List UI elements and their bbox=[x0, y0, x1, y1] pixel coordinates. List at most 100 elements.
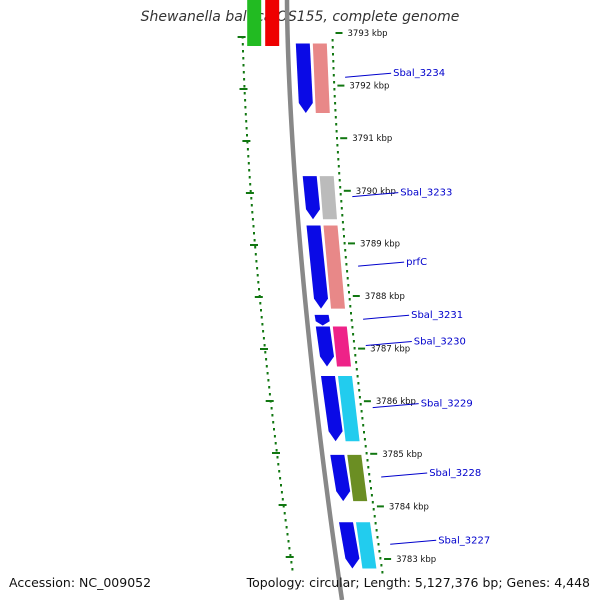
skew-dot bbox=[338, 179, 341, 182]
skew-dot bbox=[263, 344, 266, 347]
skew-dot bbox=[254, 246, 257, 249]
skew-dot bbox=[243, 92, 246, 95]
skew-dot bbox=[260, 309, 262, 312]
skew-dot bbox=[253, 232, 255, 235]
skew-dot bbox=[246, 141, 249, 144]
skew-dash bbox=[250, 244, 258, 246]
skew-dash bbox=[242, 140, 251, 142]
reverse-cog-box bbox=[247, 0, 262, 46]
gene-arrow bbox=[339, 522, 360, 569]
skew-dot bbox=[333, 95, 336, 98]
gene-label-text: prfC bbox=[406, 257, 427, 268]
forward-strand-track bbox=[295, 43, 377, 569]
skew-dot bbox=[248, 169, 251, 172]
skew-dot bbox=[363, 438, 366, 441]
skew-dot bbox=[367, 466, 370, 469]
skew-dot bbox=[284, 519, 287, 522]
skew-dot bbox=[358, 389, 361, 392]
skew-dot bbox=[241, 43, 244, 46]
skew-dash bbox=[245, 192, 254, 194]
gene-label-text: Sbal_3230 bbox=[414, 337, 466, 348]
tick-label: 3787 kbp bbox=[370, 345, 410, 355]
skew-dot bbox=[267, 379, 270, 382]
skew-dot bbox=[353, 347, 356, 350]
skew-dot bbox=[261, 323, 264, 326]
tick-mark bbox=[340, 137, 348, 140]
skew-dash bbox=[285, 556, 294, 558]
skew-dot bbox=[355, 361, 358, 364]
gene-label-text: Sbal_3229 bbox=[421, 399, 473, 410]
skew-dot bbox=[360, 410, 363, 413]
skew-dash bbox=[239, 88, 248, 90]
tick-mark bbox=[363, 400, 371, 403]
skew-dot bbox=[340, 207, 343, 210]
skew-dot bbox=[243, 85, 246, 88]
skew-dot bbox=[249, 183, 252, 186]
skew-dot bbox=[344, 249, 347, 252]
skew-dot bbox=[264, 351, 267, 354]
skew-dot bbox=[251, 218, 254, 221]
skew-dot bbox=[280, 484, 282, 487]
skew-dot bbox=[352, 340, 355, 343]
gene-label-line bbox=[381, 472, 428, 478]
tick-label: 3784 kbp bbox=[389, 502, 429, 512]
skew-dot bbox=[256, 267, 259, 270]
skew-dot bbox=[362, 424, 365, 427]
skew-dot bbox=[266, 372, 269, 375]
skew-dot bbox=[350, 312, 352, 315]
tick-label: 3789 kbp bbox=[360, 239, 400, 249]
gene-label-line bbox=[358, 261, 405, 267]
skew-dot bbox=[246, 148, 249, 151]
gene-label-line bbox=[363, 314, 410, 320]
skew-dot bbox=[370, 494, 373, 497]
skew-dot bbox=[363, 431, 365, 434]
skew-dot bbox=[282, 505, 285, 508]
skew-dot bbox=[257, 281, 260, 284]
skew-dot bbox=[245, 120, 248, 123]
skew-dot bbox=[358, 396, 361, 399]
tick-mark bbox=[343, 189, 351, 192]
skew-dot bbox=[368, 473, 371, 476]
skew-dot bbox=[376, 536, 379, 539]
skew-dot bbox=[283, 512, 286, 515]
skew-dot bbox=[333, 88, 336, 91]
skew-dot bbox=[253, 239, 256, 242]
gene-arrow bbox=[330, 454, 351, 502]
skew-dot bbox=[252, 225, 255, 228]
gc-skew-track bbox=[237, 36, 384, 574]
skew-dot bbox=[289, 554, 292, 557]
skew-dash bbox=[265, 400, 274, 402]
reverse-cog-box bbox=[265, 0, 280, 46]
skew-dot bbox=[337, 165, 340, 168]
skew-dot bbox=[350, 319, 353, 322]
gene-label-text: Sbal_3227 bbox=[438, 535, 490, 546]
skew-dot bbox=[354, 354, 357, 357]
skew-dot bbox=[250, 204, 253, 207]
gene-arrow bbox=[295, 43, 313, 113]
skew-dot bbox=[331, 39, 334, 42]
skew-dot bbox=[346, 270, 349, 273]
gene-label-line bbox=[352, 192, 399, 198]
skew-dot bbox=[265, 358, 268, 361]
skew-dot bbox=[244, 113, 247, 116]
skew-dot bbox=[268, 393, 271, 396]
skew-dot bbox=[349, 305, 352, 308]
skew-dot bbox=[273, 428, 275, 431]
skew-dot bbox=[273, 435, 276, 438]
skew-dot bbox=[254, 253, 257, 256]
cog-box bbox=[323, 225, 345, 309]
skew-dot bbox=[356, 375, 359, 378]
skew-dot bbox=[372, 508, 375, 511]
skew-dot bbox=[245, 127, 248, 130]
skew-dot bbox=[369, 480, 372, 483]
ruler-ticks: 3793 kbp 3792 kbp 3791 kbp 3790 kbp 3789 kbp… bbox=[335, 29, 436, 565]
skew-dot bbox=[337, 158, 340, 161]
skew-dot bbox=[335, 130, 338, 133]
tick-label: 3786 kbp bbox=[376, 397, 416, 407]
tick-label: 3788 kbp bbox=[365, 292, 405, 302]
skew-dot bbox=[339, 186, 342, 189]
skew-dot bbox=[345, 263, 348, 266]
skew-dot bbox=[334, 109, 337, 112]
gene-label-line bbox=[345, 72, 392, 78]
skew-dot bbox=[271, 414, 274, 417]
